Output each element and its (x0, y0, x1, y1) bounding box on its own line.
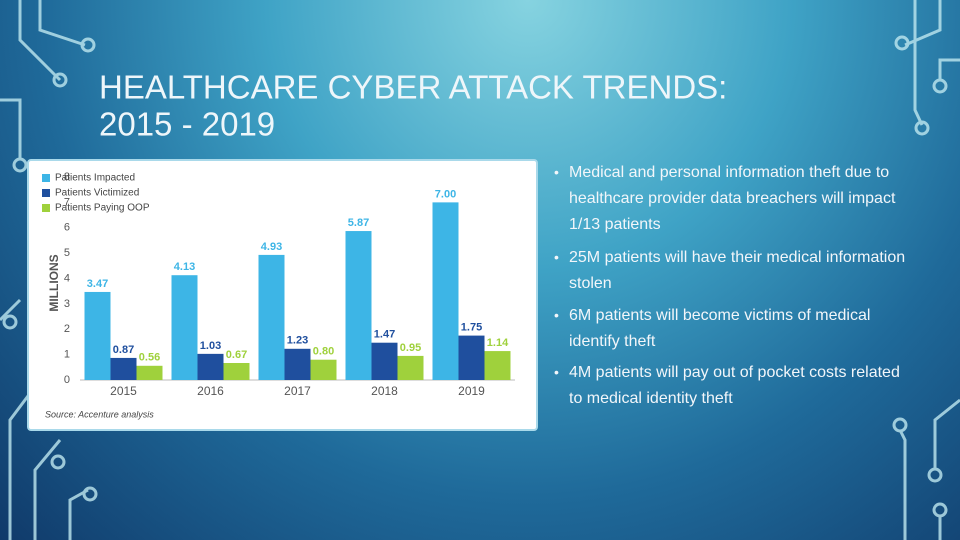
bullet: 4M patients will pay out of pocket costs… (554, 359, 914, 412)
bar (432, 202, 459, 380)
bar (310, 359, 337, 380)
source-note: Source: Accenture analysis (45, 409, 154, 419)
y-tick-label: 0 (64, 374, 70, 386)
data-label: 1.23 (287, 335, 308, 347)
y-tick-label: 8 (64, 171, 70, 183)
legend-swatch (42, 189, 50, 197)
data-label: 7.00 (435, 188, 456, 200)
legend-label: Patients Impacted (55, 173, 135, 184)
data-label: 3.47 (87, 278, 108, 290)
data-label: 1.14 (487, 337, 509, 349)
y-tick-label: 7 (64, 196, 70, 208)
y-tick-label: 5 (64, 247, 70, 259)
x-tick-label: 2015 (110, 384, 137, 398)
legend-label: Patients Paying OOP (55, 203, 150, 214)
bar (345, 231, 372, 380)
legend-label: Patients Victimized (55, 188, 139, 199)
x-tick-label: 2016 (197, 384, 224, 398)
bar (371, 342, 398, 380)
data-label: 0.67 (226, 349, 247, 361)
data-label: 0.56 (139, 352, 160, 364)
y-tick-label: 1 (64, 349, 70, 361)
x-tick-label: 2018 (371, 384, 398, 398)
bar (223, 362, 250, 380)
slide-title: 2015 - 2019 (99, 106, 275, 143)
data-label: 5.87 (348, 217, 369, 229)
data-label: 1.75 (461, 322, 482, 334)
bar (110, 357, 137, 380)
y-tick-label: 2 (64, 323, 70, 335)
bar (458, 335, 485, 380)
bullet: 6M patients will become victims of medic… (554, 302, 914, 355)
bar (258, 254, 285, 380)
data-label: 0.95 (400, 342, 421, 354)
y-tick-label: 6 (64, 222, 70, 234)
data-label: 1.03 (200, 340, 221, 352)
bar (484, 351, 511, 380)
y-tick-label: 3 (64, 298, 70, 310)
slide-title: HEALTHCARE CYBER ATTACK TRENDS: (99, 69, 727, 106)
data-label: 0.80 (313, 346, 334, 358)
bullet: 25M patients will have their medical inf… (554, 244, 914, 297)
bar (84, 291, 111, 380)
legend-swatch (42, 174, 50, 182)
data-label: 0.87 (113, 344, 134, 356)
bullet: Medical and personal information theft d… (554, 159, 914, 238)
data-label: 1.47 (374, 329, 395, 341)
x-tick-label: 2017 (284, 384, 311, 398)
y-axis-label: MILLIONS (47, 254, 61, 311)
data-label: 4.13 (174, 261, 195, 273)
bar (197, 353, 224, 380)
bar (397, 355, 424, 380)
x-tick-label: 2019 (458, 384, 485, 398)
y-tick-label: 4 (64, 272, 70, 284)
chart: 0 1 2 3 4 5 6 7 8 MILLIONS Source: Accenture analy… (42, 171, 515, 419)
data-label: 4.93 (261, 241, 282, 253)
bar (171, 275, 198, 380)
bar (284, 348, 311, 380)
legend-swatch (42, 204, 50, 212)
bar (136, 365, 163, 380)
